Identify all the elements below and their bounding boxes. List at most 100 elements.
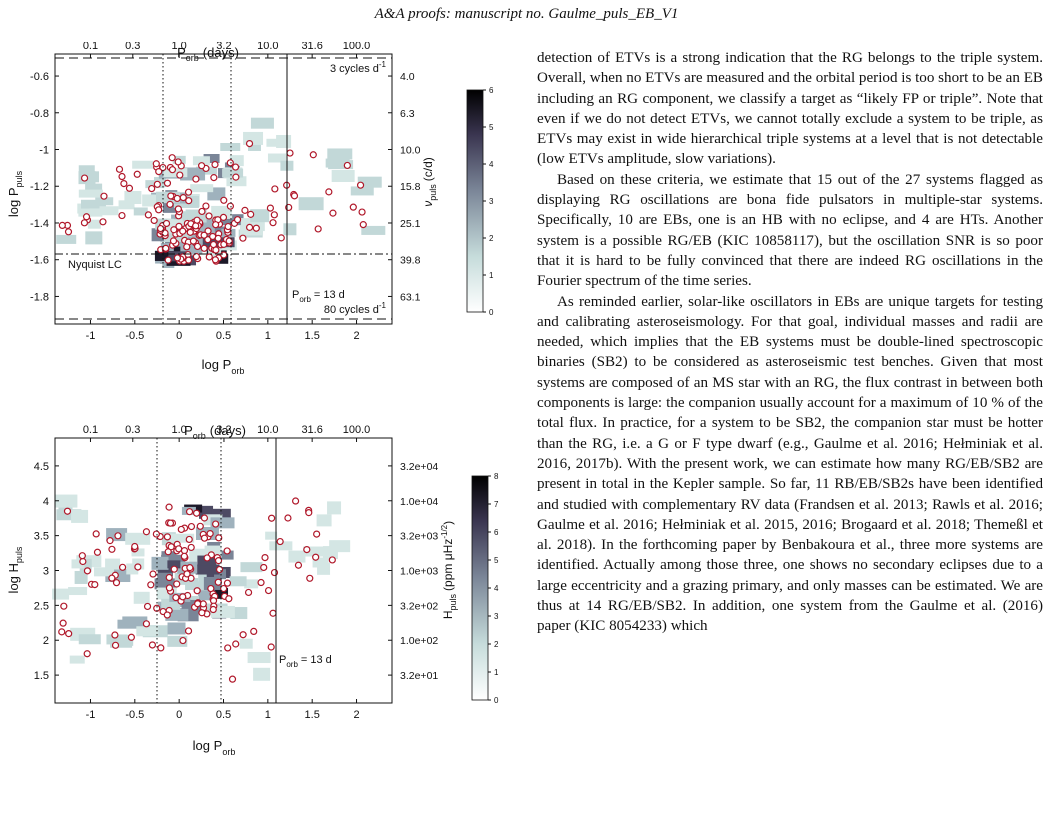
right-tick-label: 15.8 — [400, 181, 421, 193]
data-point — [228, 675, 237, 683]
data-point — [153, 180, 161, 188]
colorbar-tick-label: 2 — [494, 640, 499, 649]
data-points — [58, 497, 336, 683]
heatmap-cell — [56, 234, 77, 244]
data-point — [284, 514, 292, 522]
data-point — [118, 211, 126, 220]
top-tick-label: 0.1 — [83, 424, 98, 436]
data-point — [175, 545, 183, 553]
heatmap-cell — [269, 541, 293, 551]
x-tick-label: 1 — [265, 709, 271, 721]
data-point — [192, 175, 200, 183]
heatmap-cell — [95, 197, 114, 206]
data-point — [152, 530, 160, 538]
top-tick-label: 1.0 — [172, 424, 187, 436]
heatmap-cell — [162, 202, 180, 213]
heatmap-cell — [56, 509, 82, 521]
heatmap-cell — [71, 509, 89, 523]
colorbar-tick-label: 0 — [494, 696, 499, 705]
colorbar-tick-label: 3 — [489, 197, 494, 206]
data-point — [174, 205, 182, 213]
porb-line-label: Porb = 13 d — [279, 654, 332, 669]
right-tick-label: 1.0e+04 — [400, 496, 438, 508]
data-point — [231, 163, 240, 171]
y-axis: 1.5 2 2.5 3 3.5 4 4.5 — [34, 461, 59, 682]
body-text-column: detection of ETVs is a strong indication… — [537, 48, 1043, 637]
colorbar — [471, 475, 489, 701]
data-point — [111, 631, 119, 639]
data-point — [148, 184, 156, 193]
x-axis: -1 -0.5 0 0.5 1 1.5 2 — [86, 699, 360, 721]
data-point — [266, 204, 275, 212]
data-point — [220, 251, 228, 259]
data-point — [198, 162, 206, 170]
y-tick-label: -1.8 — [30, 291, 49, 303]
heatmap-cell — [71, 559, 85, 569]
data-point — [247, 210, 255, 218]
heatmap-cell — [244, 579, 259, 589]
data-point — [170, 565, 178, 573]
colorbar-tick-label: 4 — [494, 584, 499, 593]
heatmap-cell — [220, 142, 241, 151]
top-tick-label: 3.2 — [216, 424, 231, 436]
top-tick-label: 0.3 — [125, 42, 140, 52]
data-point — [165, 584, 174, 592]
data-point — [143, 602, 152, 611]
data-point — [63, 507, 72, 515]
data-point — [93, 548, 102, 556]
data-point — [142, 528, 151, 536]
heatmap-cell — [192, 156, 210, 166]
data-point — [115, 165, 124, 173]
heatmap-cell — [169, 533, 195, 543]
data-point — [224, 644, 232, 652]
data-point — [167, 543, 175, 551]
heatmap-cell — [253, 667, 271, 681]
upper-limit-label: 3 cycles d-1 — [330, 60, 387, 75]
heatmap-cell — [250, 117, 274, 129]
heatmap-cell — [190, 184, 214, 193]
heatmap-cell — [247, 652, 271, 664]
right-tick-label: 39.8 — [400, 255, 421, 267]
data-point — [286, 149, 294, 157]
data-point — [239, 234, 247, 242]
data-point — [200, 514, 209, 522]
heatmap-cell — [331, 170, 355, 183]
heatmap-cell — [133, 207, 148, 216]
right-axis-label: Hpuls(ppm μHz-1/2) — [440, 521, 458, 619]
data-point — [168, 154, 176, 162]
heatmap-cell — [312, 557, 329, 568]
data-point — [312, 553, 320, 561]
data-point — [225, 595, 233, 603]
colorbar-tick-label: 1 — [494, 668, 499, 677]
y-tick-label: -0.8 — [30, 108, 49, 120]
data-point — [192, 509, 201, 517]
data-point — [268, 514, 276, 522]
data-point — [157, 644, 165, 652]
x-tick-label: 1.5 — [305, 709, 320, 721]
heatmap-cell — [229, 576, 247, 587]
data-point — [192, 222, 200, 230]
colorbar-tick-label: 1 — [489, 271, 494, 280]
heatmap-cell — [68, 587, 88, 596]
data-point — [108, 574, 116, 582]
data-point — [291, 497, 300, 505]
heatmap-cell — [74, 570, 88, 584]
data-point — [309, 151, 317, 159]
heatmap-cell — [151, 556, 169, 570]
y-tick-label: 2.5 — [34, 600, 49, 612]
right-tick-label: 3.2e+02 — [400, 600, 438, 612]
colorbar-tick-label: 6 — [489, 86, 494, 95]
data-point — [99, 218, 107, 226]
data-point — [91, 580, 99, 589]
data-point — [184, 188, 193, 196]
data-point — [349, 203, 357, 211]
heatmap-cell — [185, 578, 199, 591]
data-point — [198, 207, 206, 216]
data-point — [212, 520, 220, 528]
heatmap-cell — [216, 253, 229, 264]
heatmap-cell — [161, 554, 186, 564]
heatmap-cell — [125, 532, 151, 545]
data-point — [358, 208, 366, 216]
colorbar-tick-label: 7 — [494, 500, 499, 509]
heatmap-cell — [208, 248, 222, 259]
